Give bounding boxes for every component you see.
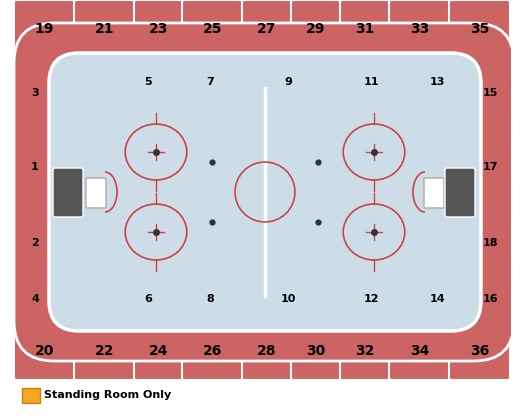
FancyBboxPatch shape	[470, 138, 510, 197]
FancyBboxPatch shape	[242, 321, 292, 380]
FancyBboxPatch shape	[403, 66, 472, 98]
Text: 32: 32	[355, 344, 375, 357]
Text: 35: 35	[470, 23, 489, 36]
Text: 8: 8	[207, 294, 214, 304]
Text: 21: 21	[94, 23, 114, 36]
Text: 5: 5	[145, 77, 152, 87]
Text: 14: 14	[429, 294, 445, 304]
Text: 36: 36	[470, 344, 489, 357]
Text: 3: 3	[31, 88, 39, 98]
FancyBboxPatch shape	[470, 71, 510, 115]
Text: 22: 22	[94, 344, 114, 357]
FancyBboxPatch shape	[114, 66, 183, 98]
Text: 4: 4	[31, 294, 39, 304]
Text: 7: 7	[207, 77, 214, 87]
Text: 13: 13	[430, 77, 445, 87]
Text: 18: 18	[482, 238, 498, 248]
Text: 15: 15	[482, 88, 498, 98]
FancyBboxPatch shape	[291, 0, 341, 59]
FancyBboxPatch shape	[15, 213, 55, 272]
FancyBboxPatch shape	[181, 283, 240, 315]
Text: 19: 19	[35, 23, 54, 36]
Text: 9: 9	[284, 77, 292, 87]
FancyBboxPatch shape	[449, 0, 510, 59]
FancyBboxPatch shape	[237, 66, 339, 98]
Text: 10: 10	[280, 294, 296, 304]
FancyBboxPatch shape	[449, 321, 510, 380]
FancyBboxPatch shape	[389, 0, 450, 59]
FancyBboxPatch shape	[389, 321, 450, 380]
FancyBboxPatch shape	[237, 283, 339, 315]
Text: 31: 31	[355, 23, 375, 36]
FancyBboxPatch shape	[337, 283, 406, 315]
FancyBboxPatch shape	[182, 0, 243, 59]
Text: 28: 28	[257, 344, 277, 357]
FancyBboxPatch shape	[74, 321, 135, 380]
FancyBboxPatch shape	[74, 0, 135, 59]
Text: 23: 23	[149, 23, 169, 36]
FancyBboxPatch shape	[15, 138, 55, 197]
FancyBboxPatch shape	[337, 66, 406, 98]
FancyBboxPatch shape	[291, 321, 341, 380]
Text: 1: 1	[31, 163, 39, 173]
FancyBboxPatch shape	[53, 168, 83, 217]
FancyBboxPatch shape	[134, 0, 184, 59]
Text: 33: 33	[410, 23, 429, 36]
FancyBboxPatch shape	[86, 178, 106, 208]
FancyBboxPatch shape	[15, 71, 55, 115]
FancyBboxPatch shape	[14, 0, 75, 59]
FancyBboxPatch shape	[14, 23, 514, 361]
FancyBboxPatch shape	[49, 53, 481, 331]
Text: 26: 26	[203, 344, 222, 357]
FancyBboxPatch shape	[14, 321, 75, 380]
FancyBboxPatch shape	[340, 321, 390, 380]
Text: 12: 12	[364, 294, 379, 304]
Text: Standing Room Only: Standing Room Only	[44, 390, 171, 400]
Text: 24: 24	[149, 344, 169, 357]
FancyBboxPatch shape	[134, 321, 184, 380]
FancyBboxPatch shape	[470, 283, 510, 315]
Text: 6: 6	[144, 294, 152, 304]
FancyBboxPatch shape	[445, 168, 475, 217]
FancyBboxPatch shape	[22, 388, 40, 403]
Text: 2: 2	[31, 238, 39, 248]
Text: 29: 29	[306, 23, 326, 36]
Text: 25: 25	[203, 23, 222, 36]
Text: 34: 34	[410, 344, 429, 357]
FancyBboxPatch shape	[403, 283, 472, 315]
FancyBboxPatch shape	[181, 66, 240, 98]
FancyBboxPatch shape	[424, 178, 444, 208]
FancyBboxPatch shape	[182, 321, 243, 380]
FancyBboxPatch shape	[340, 0, 390, 59]
Text: 16: 16	[482, 294, 498, 304]
FancyBboxPatch shape	[15, 283, 55, 315]
Text: 17: 17	[482, 163, 498, 173]
Text: 20: 20	[35, 344, 54, 357]
FancyBboxPatch shape	[114, 283, 183, 315]
Text: 11: 11	[364, 77, 379, 87]
Text: 30: 30	[307, 344, 326, 357]
Text: 27: 27	[257, 23, 277, 36]
FancyBboxPatch shape	[242, 0, 292, 59]
FancyBboxPatch shape	[470, 213, 510, 272]
